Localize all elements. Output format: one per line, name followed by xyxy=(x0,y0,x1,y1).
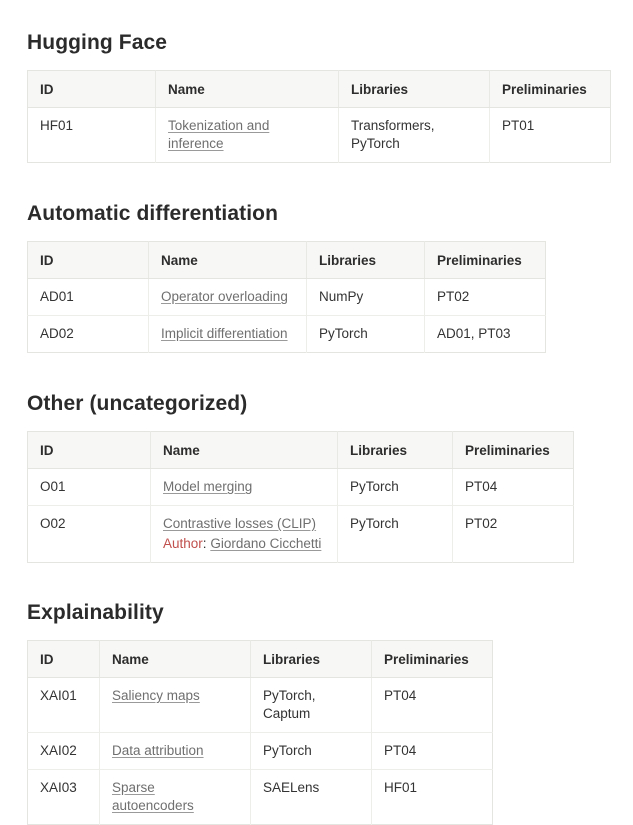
topic-link[interactable]: Model merging xyxy=(163,479,253,494)
table-header-row: ID Name Libraries Preliminaries xyxy=(27,70,611,108)
cell-name: Implicit differentiation xyxy=(148,315,307,353)
cell-libraries: PyTorch xyxy=(250,732,372,770)
table-hugging-face: ID Name Libraries Preliminaries HF01 Tok… xyxy=(27,70,611,163)
cell-id: AD01 xyxy=(27,278,149,316)
page-title-hugging-face: Hugging Face xyxy=(27,31,168,54)
column-header-libraries: Libraries xyxy=(337,431,453,469)
section-explainability: Explainability ID Name Libraries Prelimi… xyxy=(27,563,633,825)
table-row: O02 Contrastive losses (CLIP) Author: Gi… xyxy=(27,505,574,563)
cell-preliminaries: AD01, PT03 xyxy=(437,326,511,341)
table-row: AD01 Operator overloading NumPy PT02 xyxy=(27,278,546,316)
table-row: XAI01 Saliency maps PyTorch, Captum PT04 xyxy=(27,677,493,733)
cell-libraries: PyTorch, Captum xyxy=(250,677,372,733)
topic-link[interactable]: Implicit differentiation xyxy=(161,326,288,341)
column-header-id: ID xyxy=(27,431,151,469)
cell-libraries: PyTorch xyxy=(337,468,453,506)
cell-libraries: PyTorch xyxy=(337,505,453,563)
table-header-row: ID Name Libraries Preliminaries xyxy=(27,640,493,678)
table-header-row: ID Name Libraries Preliminaries xyxy=(27,241,546,279)
table-explainability: ID Name Libraries Preliminaries XAI01 Sa… xyxy=(27,640,493,825)
table-row: AD02 Implicit differentiation PyTorch AD… xyxy=(27,315,546,353)
column-header-name: Name xyxy=(99,640,251,678)
column-header-preliminaries: Preliminaries xyxy=(371,640,493,678)
author-line: Author: Giordano Cicchetti xyxy=(163,535,325,553)
cell-name: Saliency maps xyxy=(99,677,251,733)
column-header-preliminaries: Preliminaries xyxy=(489,70,611,108)
column-header-name: Name xyxy=(148,241,307,279)
author-label: Author xyxy=(163,536,203,551)
column-header-libraries: Libraries xyxy=(250,640,372,678)
page-title-other-uncategorized: Other (uncategorized) xyxy=(27,392,248,415)
table-row: XAI03 Sparse autoencoders SAELens HF01 xyxy=(27,769,493,825)
column-header-name: Name xyxy=(155,70,339,108)
cell-name: Data attribution xyxy=(99,732,251,770)
cell-preliminaries: PT02 xyxy=(424,278,546,316)
topic-link[interactable]: Sparse autoencoders xyxy=(112,780,194,813)
cell-libraries: PyTorch xyxy=(306,315,425,353)
section-other-uncategorized: Other (uncategorized) ID Name Libraries … xyxy=(27,353,633,563)
section-automatic-differentiation: Automatic differentiation ID Name Librar… xyxy=(27,163,633,353)
topic-link[interactable]: Data attribution xyxy=(112,743,204,758)
table-row: O01 Model merging PyTorch PT04 xyxy=(27,468,574,506)
topic-link[interactable]: Operator overloading xyxy=(161,289,288,304)
page-title-explainability: Explainability xyxy=(27,601,164,624)
cell-id: O01 xyxy=(27,468,151,506)
column-header-libraries: Libraries xyxy=(306,241,425,279)
cell-libraries: Transformers, PyTorch xyxy=(338,107,490,163)
page-title-automatic-differentiation: Automatic differentiation xyxy=(27,202,279,225)
cell-libraries: NumPy xyxy=(306,278,425,316)
column-header-preliminaries: Preliminaries xyxy=(452,431,574,469)
topic-link[interactable]: Contrastive losses (CLIP) xyxy=(163,516,317,531)
column-header-name: Name xyxy=(150,431,338,469)
table-automatic-differentiation: ID Name Libraries Preliminaries AD01 Ope… xyxy=(27,241,546,353)
cell-preliminaries: PT02 xyxy=(465,516,498,531)
cell-preliminaries: PT04 xyxy=(371,732,493,770)
cell-id: O02 xyxy=(27,505,151,563)
cell-preliminaries: PT04 xyxy=(371,677,493,733)
cell-id: XAI02 xyxy=(27,732,100,770)
topic-link[interactable]: Saliency maps xyxy=(112,688,200,703)
table-row: HF01 Tokenization and inference Transfor… xyxy=(27,107,611,163)
cell-id: XAI03 xyxy=(27,769,100,825)
cell-preliminaries: HF01 xyxy=(384,780,418,795)
column-header-id: ID xyxy=(27,640,100,678)
cell-name: Contrastive losses (CLIP) Author: Giorda… xyxy=(150,505,338,563)
cell-name: Model merging xyxy=(150,468,338,506)
table-row: XAI02 Data attribution PyTorch PT04 xyxy=(27,732,493,770)
column-header-preliminaries: Preliminaries xyxy=(424,241,546,279)
cell-name: Tokenization and inference xyxy=(155,107,339,163)
column-header-libraries: Libraries xyxy=(338,70,490,108)
column-header-id: ID xyxy=(27,70,156,108)
cell-name: Operator overloading xyxy=(148,278,307,316)
author-link[interactable]: Giordano Cicchetti xyxy=(210,536,322,551)
section-hugging-face: Hugging Face ID Name Libraries Prelimina… xyxy=(27,0,633,163)
cell-preliminaries: PT01 xyxy=(502,118,535,133)
topic-link[interactable]: Tokenization and inference xyxy=(168,118,270,151)
cell-id: HF01 xyxy=(27,107,156,163)
cell-id: AD02 xyxy=(27,315,149,353)
cell-preliminaries: PT04 xyxy=(452,468,574,506)
cell-id: XAI01 xyxy=(27,677,100,733)
column-header-id: ID xyxy=(27,241,149,279)
table-other-uncategorized: ID Name Libraries Preliminaries O01 Mode… xyxy=(27,431,574,563)
table-header-row: ID Name Libraries Preliminaries xyxy=(27,431,574,469)
cell-name: Sparse autoencoders xyxy=(99,769,251,825)
cell-libraries: SAELens xyxy=(250,769,372,825)
author-colon: : xyxy=(202,536,207,551)
